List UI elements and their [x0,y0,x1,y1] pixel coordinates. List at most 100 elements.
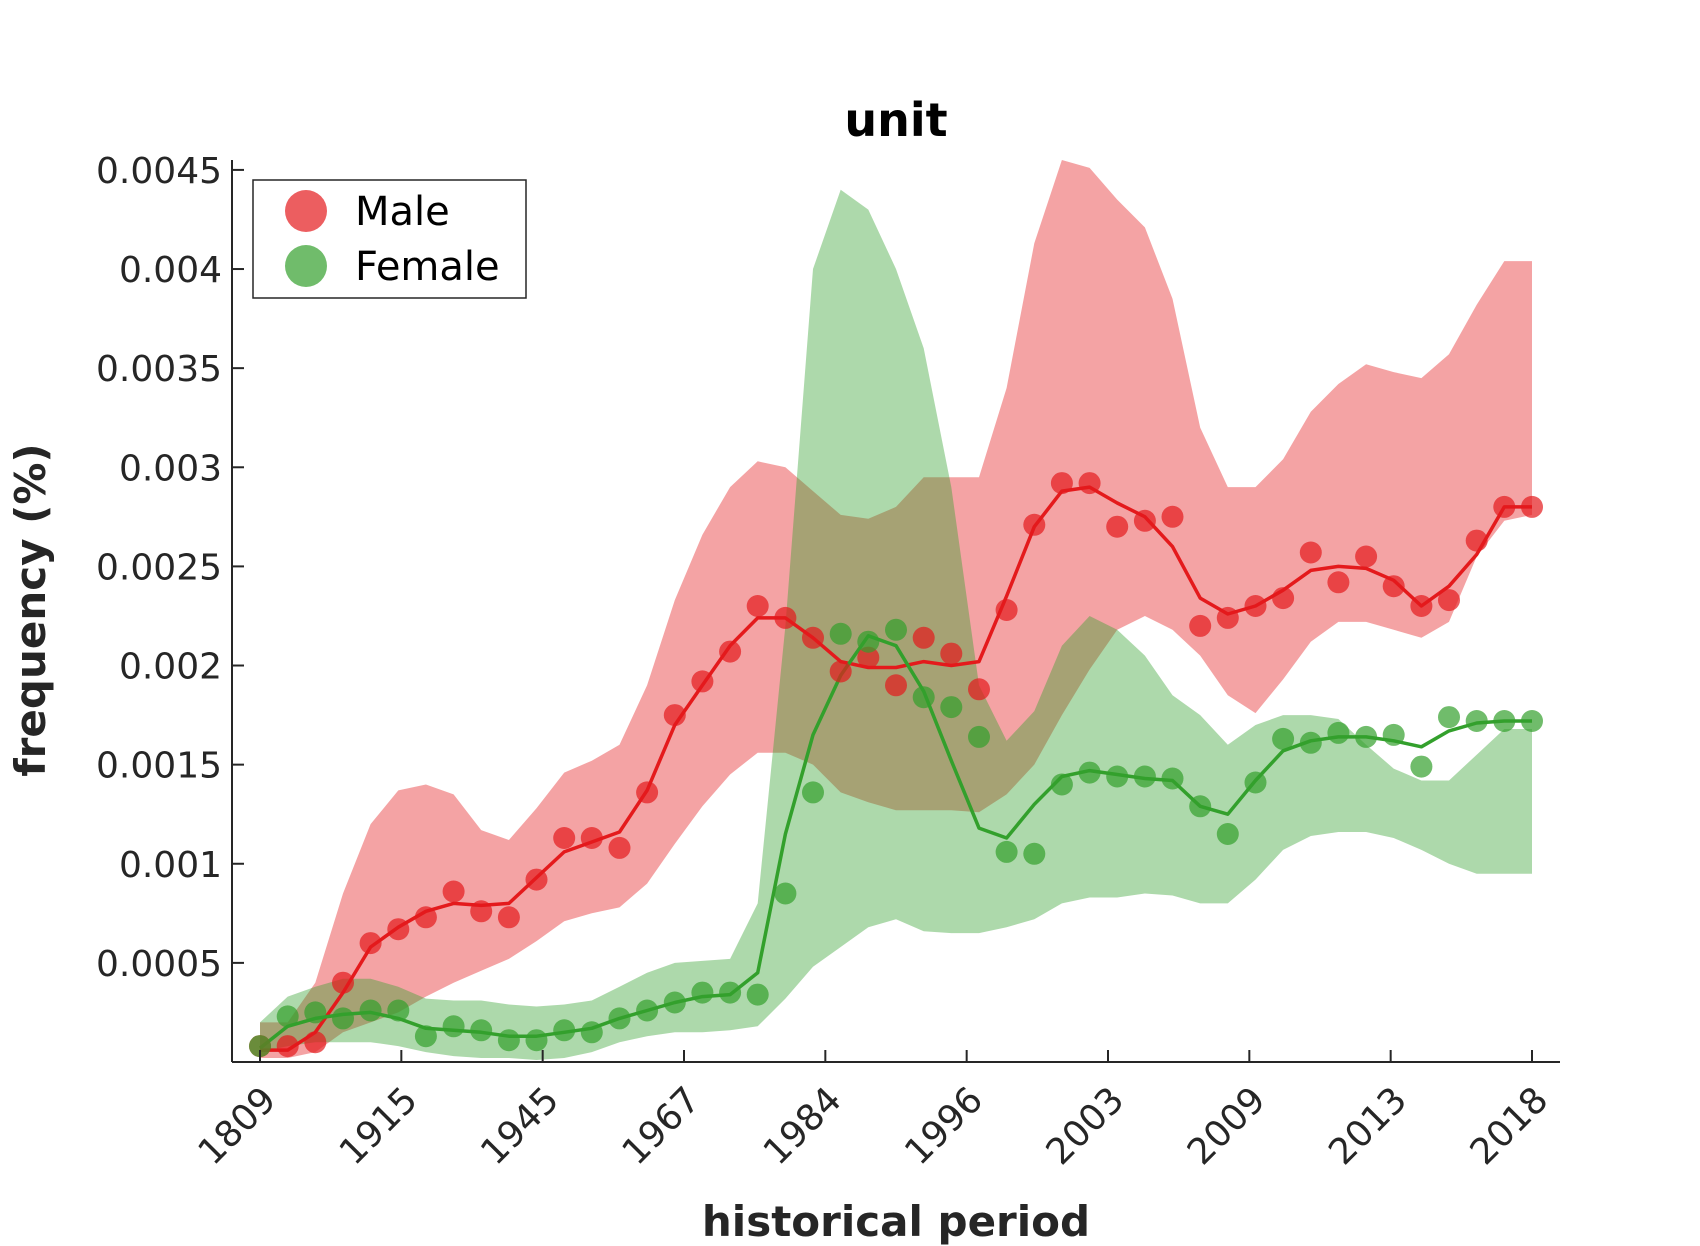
female-point [1244,771,1267,794]
y-tick-label: 0.004 [119,250,222,291]
female-point [636,999,659,1022]
male-point [857,646,880,669]
male-point [1050,472,1073,495]
x-tick-label: 1945 [473,1079,567,1173]
female-point [1327,721,1350,744]
female-point [885,618,907,641]
male-point [774,606,797,629]
female-point [580,1021,603,1044]
female-point [1410,755,1433,778]
legend-marker-male [285,190,327,232]
male-line [260,485,1532,1052]
chart-title: unit [844,93,947,147]
y-tick-label: 0.0025 [96,547,222,588]
female-point [912,686,935,709]
female-point [663,991,686,1014]
y-tick-label: 0.0045 [96,151,222,192]
x-tick-label: 1996 [897,1079,991,1173]
female-point [1161,767,1184,790]
male-point [1493,495,1516,518]
female-point [276,1005,299,1028]
female-point [442,1015,465,1038]
male-point [746,595,769,617]
x-tick-label: 1915 [332,1079,426,1173]
male-point [719,640,742,663]
female-point [1216,823,1239,845]
x-tick-label: 2018 [1463,1079,1557,1173]
x-tick-label: 1809 [191,1079,285,1173]
female-point [719,981,742,1004]
male-point [608,836,631,859]
female-point [304,1001,327,1024]
female-point [1133,765,1156,788]
male-point [332,971,354,994]
female-point [249,1035,271,1058]
y-tick-label: 0.001 [119,845,222,886]
legend-label-female: Female [355,244,500,290]
male-point [276,1035,299,1058]
female-point [1050,773,1073,796]
male-point [995,599,1018,621]
male-point [940,642,963,665]
female-point [553,1019,576,1042]
series-points [249,472,1543,1058]
y-tick-label: 0.0015 [96,746,222,787]
female-point [470,1019,493,1042]
female-point [940,696,963,719]
male-point [1438,589,1460,612]
female-point [1465,710,1488,732]
male-point [1299,541,1322,564]
female-point [774,882,797,905]
male-point [442,880,465,903]
female-point [829,622,852,645]
female-point [332,1007,354,1030]
female-point [1189,795,1212,818]
female-point [1023,842,1046,865]
male-point [359,932,382,955]
female-point [802,781,824,804]
male-point [1272,587,1295,610]
male-point [304,1031,327,1054]
male-point [1161,505,1184,528]
female-point [497,1029,520,1052]
female-point [1272,727,1295,750]
male-point [1382,575,1405,598]
male-point [1106,515,1129,538]
male-point [1355,545,1378,568]
female-point [359,999,382,1022]
female-point [1299,731,1322,754]
x-axis-title: historical period [702,1197,1090,1246]
x-tick-label: 1984 [756,1079,850,1173]
female-point [1355,725,1378,748]
male-point [497,906,520,929]
female-point [1382,723,1405,746]
male-point [1327,571,1350,594]
female-point [691,981,714,1004]
male-point [968,678,990,701]
female-point [387,999,410,1022]
male-point [1244,595,1267,617]
legend-marker-female [285,245,327,287]
female-point [995,840,1018,863]
female-point [1078,761,1101,784]
female-point [857,630,880,653]
y-axis-title: frequency (%) [6,443,55,776]
male-point [829,660,852,683]
female-point [1438,706,1460,729]
male-point [1078,472,1101,495]
y-tick-label: 0.0005 [96,944,222,985]
male-point [1189,614,1212,637]
male-point [912,626,935,649]
y-tick-label: 0.003 [119,448,222,489]
legend-label-male: Male [355,189,450,235]
male-point [470,900,493,923]
female-point [746,983,769,1006]
male-point [1521,495,1543,518]
y-tick-label: 0.0035 [96,349,222,390]
male-point [691,670,714,693]
female-point [1106,765,1129,788]
female-point [525,1029,548,1052]
female-point [1521,710,1543,732]
x-tick-label: 2013 [1321,1079,1415,1173]
male-point [553,827,576,849]
